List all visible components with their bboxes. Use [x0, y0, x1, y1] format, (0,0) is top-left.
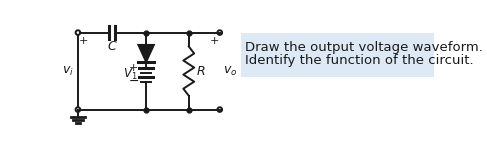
Text: +: +	[129, 63, 138, 73]
Text: +: +	[209, 36, 219, 46]
Text: $R$: $R$	[196, 65, 206, 78]
Text: $V_1$: $V_1$	[123, 67, 138, 82]
Text: $v_i$: $v_i$	[62, 65, 74, 78]
Text: $C$: $C$	[107, 40, 117, 53]
FancyBboxPatch shape	[242, 33, 433, 77]
Polygon shape	[138, 45, 154, 62]
Text: Draw the output voltage waveform.: Draw the output voltage waveform.	[244, 41, 483, 54]
Text: $v_o$: $v_o$	[223, 65, 237, 78]
Text: −: −	[129, 75, 139, 88]
Text: Identify the function of the circuit.: Identify the function of the circuit.	[244, 54, 473, 67]
Text: +: +	[79, 36, 88, 46]
